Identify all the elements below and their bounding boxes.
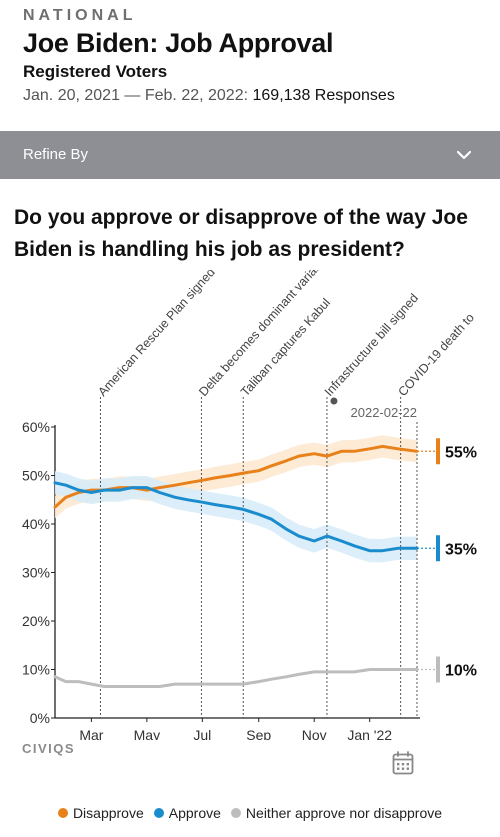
event-label-0: American Rescue Plan signed — [95, 270, 217, 399]
y-tick-label-4: 40% — [22, 516, 50, 532]
x-tick-label-1: May — [134, 727, 160, 740]
end-value-label-0: 55% — [445, 444, 477, 461]
page-title: Joe Biden: Job Approval — [23, 28, 334, 58]
legend-label-neither: Neither approve nor disapprove — [245, 805, 443, 821]
end-value-label-2: 10% — [445, 663, 477, 680]
survey-question: Do you approve or disapprove of the way … — [14, 206, 468, 261]
end-marker-2 — [436, 656, 440, 683]
x-tick-label-2: Jul — [193, 727, 211, 740]
calendar-icon[interactable] — [392, 751, 414, 775]
legend-label-disapprove: Disapprove — [72, 805, 144, 821]
x-tick-label-3: Sep — [246, 727, 271, 740]
page-subtitle: Registered Voters — [23, 62, 168, 81]
civiqs-logo: CIVIQS — [22, 741, 76, 756]
y-tick-label-5: 50% — [22, 468, 50, 484]
end-value-label-1: 35% — [445, 541, 477, 558]
event-marker-dot — [330, 397, 338, 405]
date-range-row: Jan. 20, 2021 — Feb. 22, 2022: 169,138 R… — [23, 87, 395, 105]
legend-dot-disapprove — [57, 808, 68, 818]
series-line-approve — [53, 481, 419, 553]
y-tick-label-6: 60% — [22, 419, 50, 435]
chevron-down-icon[interactable] — [456, 147, 472, 163]
y-tick-label-0: 0% — [30, 710, 50, 726]
header: NATIONAL Joe Biden: Job Approval Registe… — [0, 0, 500, 131]
legend-item-neither[interactable]: Neither approve nor disapprove — [230, 805, 443, 821]
event-label-4: COVID-19 death to — [395, 311, 477, 399]
response-count: 169,138 Responses — [252, 87, 395, 104]
current-date-label: 2022-02-22 — [351, 405, 418, 420]
legend-dot-approve — [153, 808, 164, 818]
y-tick-label-3: 30% — [22, 565, 50, 581]
legend-item-approve[interactable]: Approve — [153, 805, 221, 821]
x-tick-label-4: Nov — [302, 727, 327, 740]
end-marker-1 — [436, 535, 440, 562]
legend-item-disapprove[interactable]: Disapprove — [57, 805, 144, 821]
page-kicker: NATIONAL — [23, 7, 137, 24]
legend-dot-neither — [230, 808, 241, 818]
refine-by-bar[interactable]: Refine By — [0, 131, 500, 179]
x-tick-label-0: Mar — [79, 727, 103, 740]
y-tick-label-2: 20% — [22, 613, 50, 629]
refine-by-label: Refine By — [23, 146, 89, 163]
end-marker-0 — [436, 438, 440, 465]
chart-legend: Disapprove Approve Neither approve nor d… — [0, 805, 500, 821]
date-range: Jan. 20, 2021 — Feb. 22, 2022: — [23, 87, 249, 104]
legend-label-approve: Approve — [168, 805, 221, 821]
confidence-band-1 — [55, 471, 417, 563]
series-line-neither-approve-nor-disapprove — [53, 668, 419, 688]
x-tick-label-5: Jan '22 — [347, 727, 392, 740]
y-tick-label-1: 10% — [22, 662, 50, 678]
